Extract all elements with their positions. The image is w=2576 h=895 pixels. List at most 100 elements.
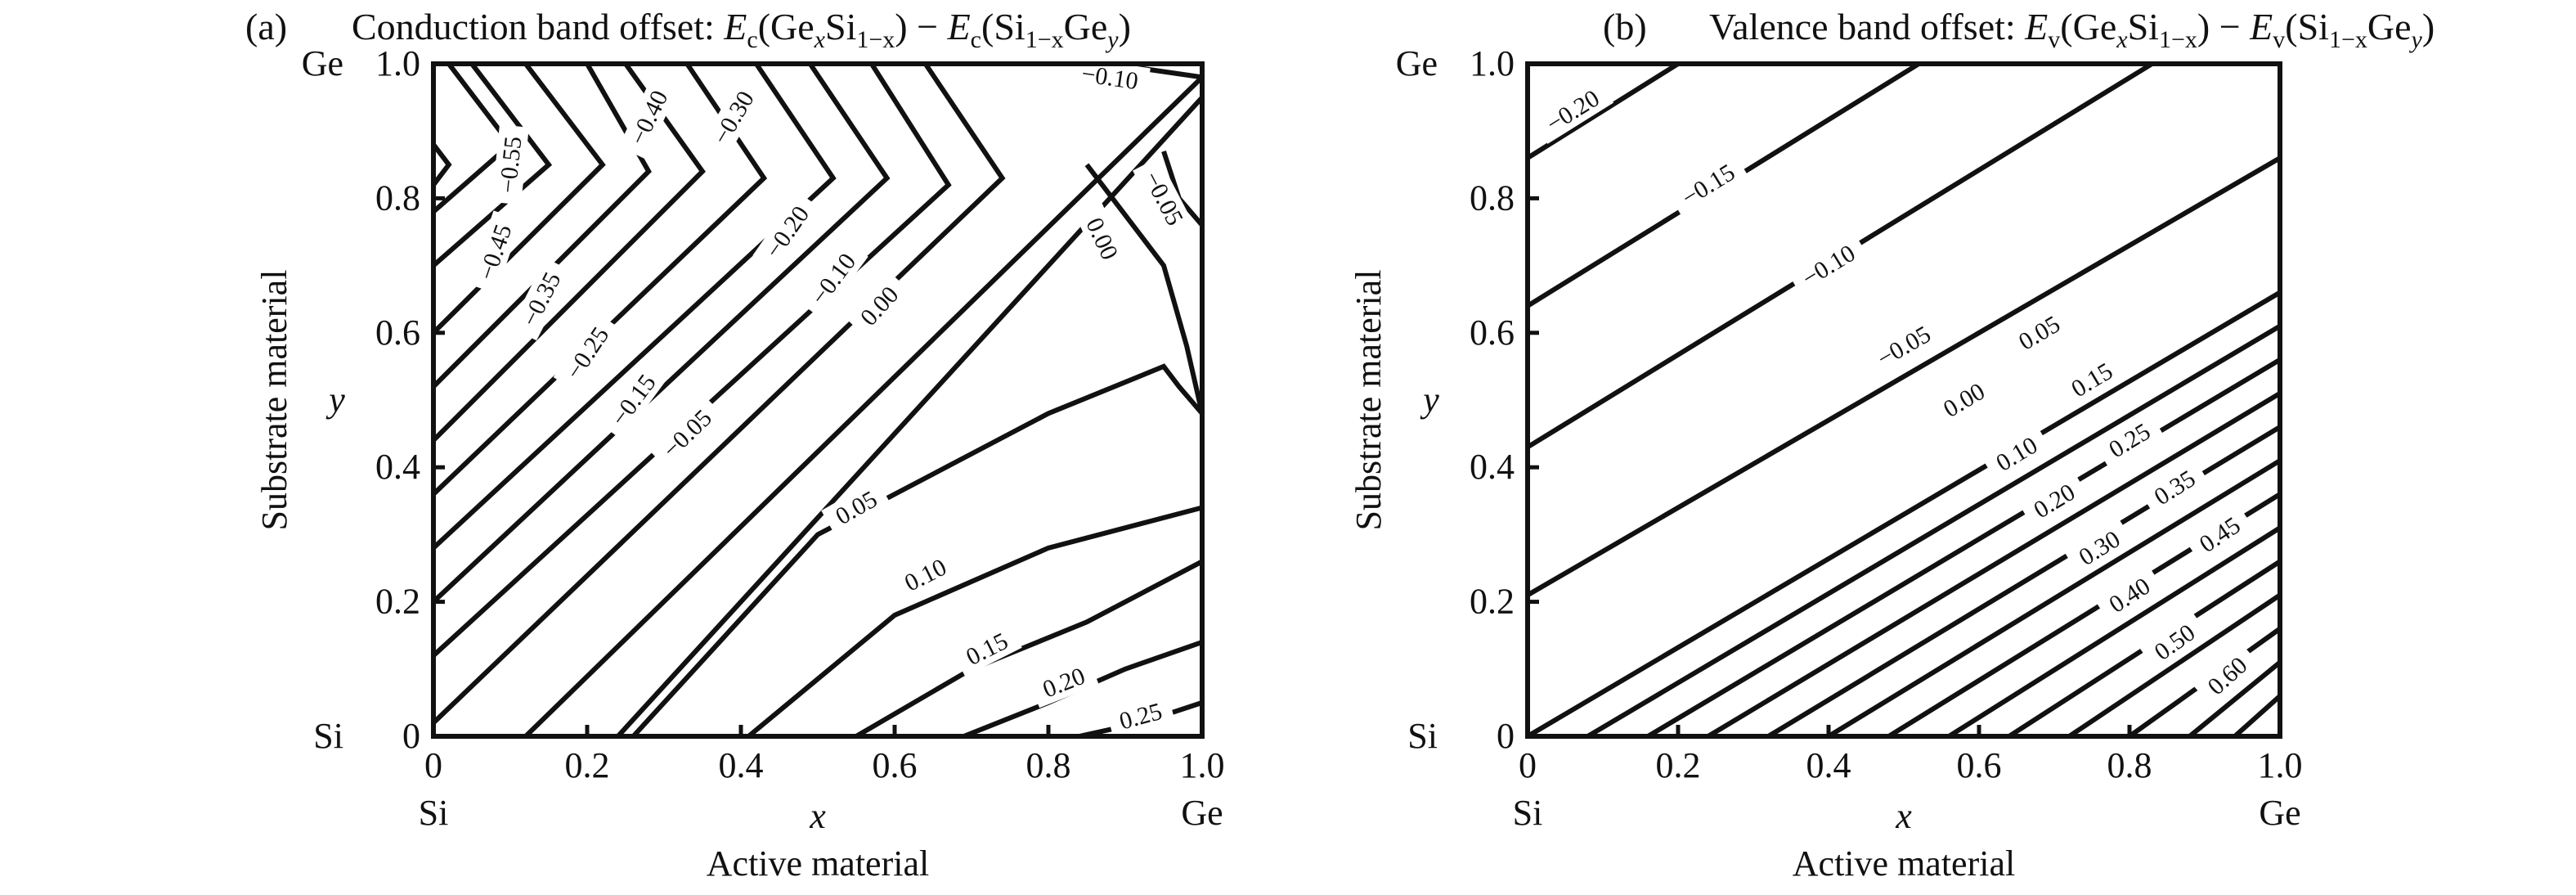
contour-label-group: −0.15 — [1667, 151, 1749, 218]
contour-label-group: 0.00 — [1928, 371, 1999, 430]
y-tick-label: 0.6 — [375, 313, 420, 353]
y-end-label-ge: Ge — [1396, 43, 1438, 83]
contour-label-group: −0.40 — [618, 76, 679, 160]
contour-label-group: 0.20 — [1028, 657, 1099, 708]
title-segment: c — [747, 26, 757, 53]
contour-label-box — [598, 360, 669, 440]
x-tick-label: 0 — [424, 745, 442, 785]
x-axis-title: Active material — [1793, 843, 2015, 884]
title-segment: v — [2048, 26, 2060, 53]
title-segment: E — [723, 6, 747, 47]
contour-label-box — [2064, 518, 2134, 578]
x-tick-label: 0.8 — [2107, 745, 2152, 785]
contour-label-box — [1028, 657, 1099, 708]
y-axis-title: Substrate material — [1349, 270, 1389, 531]
contour-label-group: 0.60 — [2193, 643, 2261, 708]
y-axis-label: y — [325, 380, 345, 420]
title-segment: Si — [825, 6, 856, 47]
contour-line — [1526, 61, 1680, 160]
y-end-label-ge: Ge — [302, 43, 343, 83]
title-segment: Valence band offset: — [1709, 6, 2025, 47]
contour-label-box — [2140, 611, 2210, 673]
contour-label-group: 0.00 — [846, 272, 912, 340]
contour-label-box — [468, 210, 522, 294]
y-tick-label: 1.0 — [1470, 43, 1515, 83]
contour-label-box — [846, 272, 912, 340]
contour-label-box — [752, 191, 822, 272]
y-tick-label: 0 — [402, 716, 420, 756]
contour-line — [631, 363, 1205, 739]
title-segment: 1−x — [2159, 26, 2197, 53]
contour-label-group: 0.20 — [2019, 471, 2089, 530]
contour-label-box — [1928, 371, 1999, 430]
title-segment: Ge — [1064, 6, 1108, 47]
y-tick-label: 0.6 — [1470, 313, 1515, 353]
contour-label-group: −0.55 — [491, 124, 529, 205]
contour-label-box — [1667, 151, 1749, 218]
title-segment: x — [2116, 26, 2128, 53]
x-end-label-si: Si — [1513, 793, 1543, 833]
contour-label-group: 0.15 — [951, 621, 1022, 677]
x-tick-label: 0 — [1519, 745, 1537, 785]
title-segment: (Ge — [2060, 6, 2116, 47]
contour-line — [616, 96, 1205, 739]
contour-line — [747, 505, 1203, 739]
contour-label-box — [2019, 471, 2089, 530]
contour-label-group: −0.05 — [1862, 313, 1945, 379]
plot-frame — [431, 61, 1205, 739]
title-segment: (Si — [2285, 6, 2329, 47]
x-tick-label: 0.4 — [1806, 745, 1851, 785]
contour-line — [431, 62, 891, 604]
y-tick-label: 0.2 — [375, 582, 420, 622]
contour-label-group: −0.20 — [752, 191, 822, 272]
contour-label-group: 0.05 — [821, 479, 891, 537]
contour-label-box — [618, 76, 679, 160]
contour-label-box — [1069, 56, 1151, 98]
contour-label-group: 0.15 — [2057, 350, 2127, 409]
contour-label-box — [2057, 350, 2127, 409]
x-end-label-ge: Ge — [1181, 793, 1223, 833]
x-tick-label: 1.0 — [2258, 745, 2303, 785]
title-segment: (Ge — [758, 6, 815, 47]
contour-line — [431, 62, 768, 497]
contour-label-box — [2094, 565, 2165, 625]
y-tick-label: 1.0 — [375, 43, 420, 83]
contour-line — [431, 62, 652, 389]
x-tick-label: 0.6 — [873, 745, 918, 785]
x-tick-label: 1.0 — [1180, 745, 1225, 785]
contour-line — [2188, 660, 2282, 739]
contour-label-group: 0.25 — [2094, 411, 2165, 470]
y-tick-label: 0 — [1497, 716, 1515, 756]
contour-label-box — [509, 258, 572, 341]
contour-label-box — [553, 312, 622, 394]
contour-label-box — [1075, 203, 1129, 274]
title-segment: ) − — [2197, 6, 2250, 47]
contour-label: −0.10 — [1797, 240, 1860, 292]
x-axis-label: x — [1895, 796, 1912, 836]
contour-line — [1526, 155, 2282, 597]
contour-lines — [431, 61, 1205, 739]
x-axis-title: Active material — [707, 843, 929, 884]
contour-label-group: −0.05 — [1133, 156, 1195, 240]
chart-title: Valence band offset: Ev(GexSi1−x) − Ev(S… — [1709, 6, 2435, 53]
contour-label: −0.55 — [495, 135, 527, 194]
contour-lines — [1526, 61, 2282, 739]
contour-label-box — [1133, 156, 1195, 240]
contour-line — [431, 142, 452, 187]
contour-label-box — [821, 479, 891, 537]
title-segment: 1−x — [856, 26, 895, 53]
contour-label-group: −0.10 — [1788, 232, 1869, 299]
contour-label-box — [1532, 78, 1614, 144]
y-tick-label: 0.2 — [1470, 582, 1515, 622]
title-segment: y — [1105, 26, 1119, 53]
contour-line — [2233, 694, 2282, 739]
x-axis-label: x — [809, 796, 826, 836]
contour-line — [431, 62, 837, 551]
panel-label: (b) — [1603, 6, 1647, 47]
title-segment: x — [814, 26, 826, 53]
title-segment: ) — [2422, 6, 2435, 47]
contour-label-group: 0.35 — [2139, 457, 2210, 517]
axis-ticks: 0 0.2 0.4 0.6 0.8 1.0 0 0.2 0.4 0.6 0.8 1.0 — [1470, 43, 2303, 785]
contour-label-box — [1788, 232, 1869, 299]
contour-label-group: −0.15 — [598, 360, 669, 440]
